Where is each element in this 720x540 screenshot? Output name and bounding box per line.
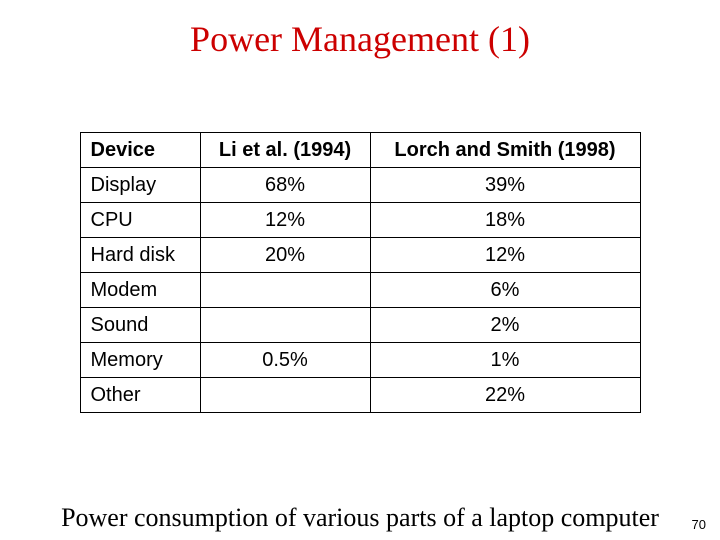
power-consumption-table: Device Li et al. (1994) Lorch and Smith … <box>80 132 641 413</box>
cell-lorch: 1% <box>370 343 640 378</box>
cell-device: Memory <box>80 343 200 378</box>
table-row: Display 68% 39% <box>80 168 640 203</box>
cell-lorch: 39% <box>370 168 640 203</box>
table-row: Modem 6% <box>80 273 640 308</box>
cell-li: 0.5% <box>200 343 370 378</box>
col-header-device: Device <box>80 133 200 168</box>
cell-lorch: 12% <box>370 238 640 273</box>
cell-li <box>200 378 370 413</box>
table-row: Sound 2% <box>80 308 640 343</box>
cell-device: Hard disk <box>80 238 200 273</box>
table-container: Device Li et al. (1994) Lorch and Smith … <box>0 132 720 413</box>
col-header-lorch: Lorch and Smith (1998) <box>370 133 640 168</box>
cell-lorch: 2% <box>370 308 640 343</box>
cell-device: Modem <box>80 273 200 308</box>
table-row: CPU 12% 18% <box>80 203 640 238</box>
slide-title: Power Management (1) <box>0 0 720 60</box>
cell-device: Display <box>80 168 200 203</box>
table-row: Memory 0.5% 1% <box>80 343 640 378</box>
cell-device: CPU <box>80 203 200 238</box>
slide-caption: Power consumption of various parts of a … <box>0 503 720 533</box>
cell-lorch: 18% <box>370 203 640 238</box>
table-row: Other 22% <box>80 378 640 413</box>
cell-device: Other <box>80 378 200 413</box>
cell-li: 20% <box>200 238 370 273</box>
cell-lorch: 22% <box>370 378 640 413</box>
cell-li <box>200 308 370 343</box>
cell-li: 12% <box>200 203 370 238</box>
page-number: 70 <box>692 517 706 532</box>
cell-li <box>200 273 370 308</box>
table-header-row: Device Li et al. (1994) Lorch and Smith … <box>80 133 640 168</box>
cell-lorch: 6% <box>370 273 640 308</box>
cell-li: 68% <box>200 168 370 203</box>
cell-device: Sound <box>80 308 200 343</box>
table-row: Hard disk 20% 12% <box>80 238 640 273</box>
col-header-li: Li et al. (1994) <box>200 133 370 168</box>
